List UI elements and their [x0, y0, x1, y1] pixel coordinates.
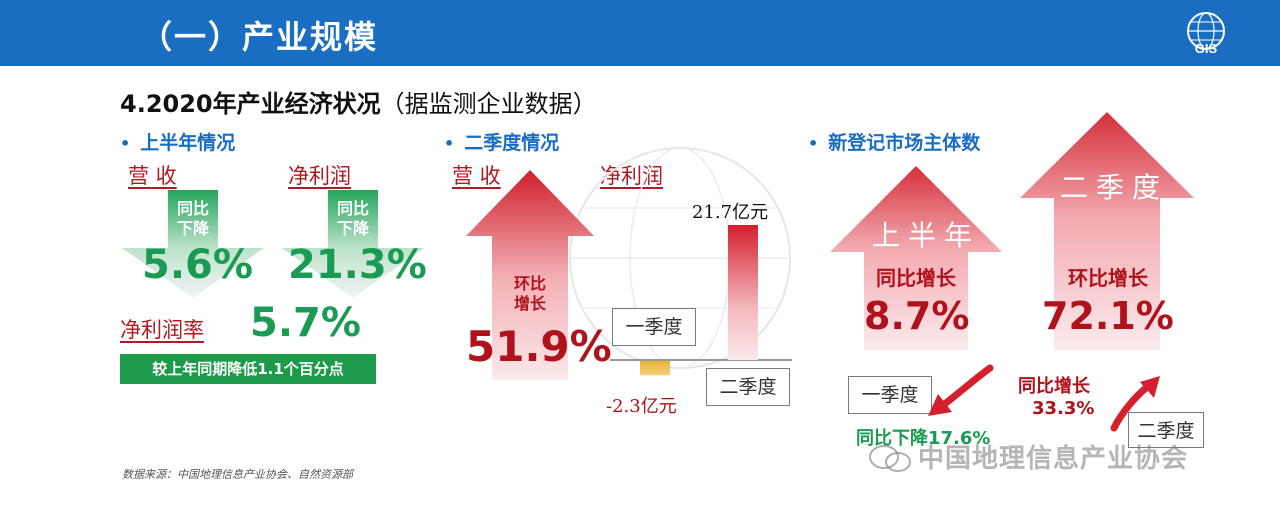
arrow-text-line1: 同比 [176, 199, 209, 218]
page-subtitle: 4.2020年产业经济状况（据监测企业数据） [120, 84, 597, 119]
h1-entities-value: 8.7% [864, 294, 970, 338]
subtitle-note: （据监测企业数据） [380, 90, 597, 118]
q2-revenue-arrow-text: 环比 增长 [500, 274, 560, 314]
h1-revenue-value: 5.6% [142, 242, 253, 288]
bullet-q2: 二季度情况 [444, 128, 559, 155]
h1-profit-arrow-text: 同比 下降 [323, 199, 383, 239]
arrow-text-line1: 同比 [336, 199, 369, 218]
h1-margin-label: 净利润率 [120, 318, 204, 342]
curved-up-arrow-icon [1110, 376, 1160, 432]
h1-profit-label: 净利润 [288, 164, 351, 188]
logo-text: GIS [1195, 41, 1218, 56]
gis-logo-icon: GIS [1187, 12, 1225, 56]
q2-profit-label: 净利润 [600, 164, 663, 188]
bullet-new-entities: 新登记市场主体数 [808, 128, 980, 155]
h1-profit-value: 21.3% [288, 242, 427, 288]
q2-entities-change-value: 33.3% [1032, 398, 1095, 419]
q2-box-label: 二季度 [706, 368, 790, 406]
q1-profit-value-label: -2.3亿元 [606, 396, 677, 417]
h1-revenue-arrow-text: 同比 下降 [163, 199, 223, 239]
q1-entities-box: 一季度 [848, 376, 932, 414]
q2-revenue-label: 营 收 [452, 164, 501, 188]
arrow-text-line2: 增长 [513, 294, 546, 313]
data-source: 数据来源：中国地理信息产业协会、自然资源部 [122, 468, 353, 481]
subtitle-main: 4.2020年产业经济状况 [120, 90, 381, 118]
q2-revenue-up-arrow-icon [466, 170, 594, 380]
q2-entities-box: 二季度 [1128, 412, 1204, 448]
h1-entities-label: 上半年 [872, 219, 981, 252]
arrow-text-line2: 下降 [176, 219, 209, 238]
q2-entities-up-arrow-icon [1020, 112, 1194, 350]
section-title: （一）产业规模 [140, 18, 379, 56]
watermark-text: 中国地理信息产业协会 [918, 444, 1189, 474]
q2-entities-label: 二季度 [1060, 171, 1169, 204]
q1-entities-change: 同比下降17.6% [856, 428, 991, 449]
h1-revenue-down-arrow-icon [122, 190, 264, 298]
h1-profit-down-arrow-icon [282, 190, 424, 298]
bar-q2 [728, 225, 758, 360]
h1-entities-up-arrow-icon [830, 166, 1002, 350]
h1-margin-value: 5.7% [250, 300, 361, 346]
q2-profit-value-label: 21.7亿元 [692, 202, 769, 223]
arrow-text-line2: 下降 [336, 219, 369, 238]
h1-margin-note-badge: 较上年同期降低1.1个百分点 [120, 354, 376, 384]
arrow-text-line1: 环比 [513, 274, 546, 293]
q2-revenue-value: 51.9% [466, 322, 612, 371]
q1-box-label: 一季度 [612, 308, 696, 346]
wechat-watermark-icon [869, 445, 911, 472]
h1-revenue-label: 营 收 [128, 164, 177, 188]
q2-entities-growth-label: 环比增长 [1068, 266, 1148, 290]
q2-entities-value: 72.1% [1042, 294, 1174, 338]
header-bar: （一）产业规模 GIS [0, 0, 1280, 66]
h1-entities-growth-label: 同比增长 [876, 266, 956, 290]
q2-profit-chart [610, 225, 792, 376]
bullet-h1: 上半年情况 [120, 128, 235, 155]
curved-down-arrow-icon [928, 364, 994, 416]
q2-entities-change-label: 同比增长 [1018, 376, 1090, 397]
bar-q1 [640, 361, 670, 376]
